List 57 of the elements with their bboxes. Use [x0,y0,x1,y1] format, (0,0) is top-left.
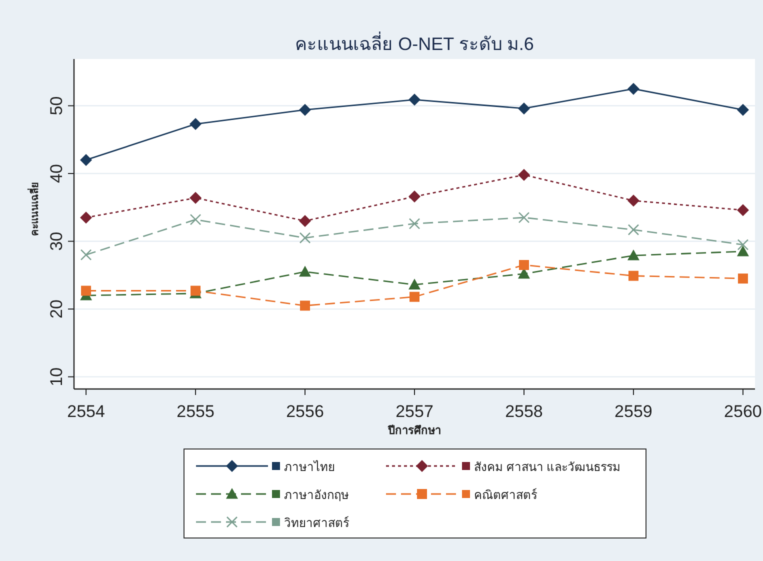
point [627,194,640,207]
y-tick-label: 50 [47,96,66,116]
point [737,239,749,250]
point [299,232,311,244]
legend-item: ภาษาอังกฤษ [196,488,349,502]
point [80,249,92,260]
point [190,214,202,226]
point [408,218,420,230]
point [299,214,312,227]
y-axis-title: คะแนนเฉลี่ย [27,182,41,236]
x-tick-label: 2555 [176,402,214,421]
x-tick-label: 2556 [286,402,324,421]
point [300,300,310,311]
point [299,104,312,116]
point [736,245,749,256]
point [299,266,312,277]
legend-label: ภาษาไทย [284,460,335,474]
x-tick-label: 2559 [614,402,652,421]
point [190,286,201,296]
legend-label: ภาษาอังกฤษ [284,488,349,502]
point [627,250,640,260]
legend-item: สังคม ศาสนา และวัฒนธรรม [386,460,621,474]
point [628,270,638,281]
x-tick-label: 2554 [67,402,105,421]
x-tick-label: 2558 [505,402,543,421]
chart-title: คะแนนเฉลี่ย O-NET ระดับ ม.6 [295,31,534,54]
legend-item: คณิตศาสตร์ [386,488,537,502]
point [736,104,749,116]
legend-item: วิทยาศาสตร์ [196,516,349,530]
legend-label: คณิตศาสตร์ [474,488,538,502]
y-tick-label: 30 [47,232,66,251]
point [410,292,420,302]
point [408,94,420,106]
point [518,102,530,114]
legend-item: ภาษาไทย [196,460,335,474]
point [80,212,92,224]
point [628,224,640,236]
point [518,260,529,270]
point [408,190,420,203]
point [190,192,202,204]
legend-label: สังคม ศาสนา และวัฒนธรรม [474,460,621,474]
point [736,204,749,216]
point [738,274,748,284]
y-tick-label: 20 [47,300,66,318]
point [627,82,640,95]
legend-label: วิทยาศาสตร์ [284,516,350,530]
point [518,212,530,224]
y-tick-label: 40 [47,164,66,183]
point [80,154,92,166]
x-tick-label: 2557 [396,402,434,421]
x-axis-title: ปีการศึกษา [387,424,441,437]
point [190,118,202,130]
y-tick-label: 10 [47,367,66,386]
point [408,278,420,290]
point [81,286,92,296]
x-tick-label: 2560 [724,402,762,421]
point [518,168,530,181]
